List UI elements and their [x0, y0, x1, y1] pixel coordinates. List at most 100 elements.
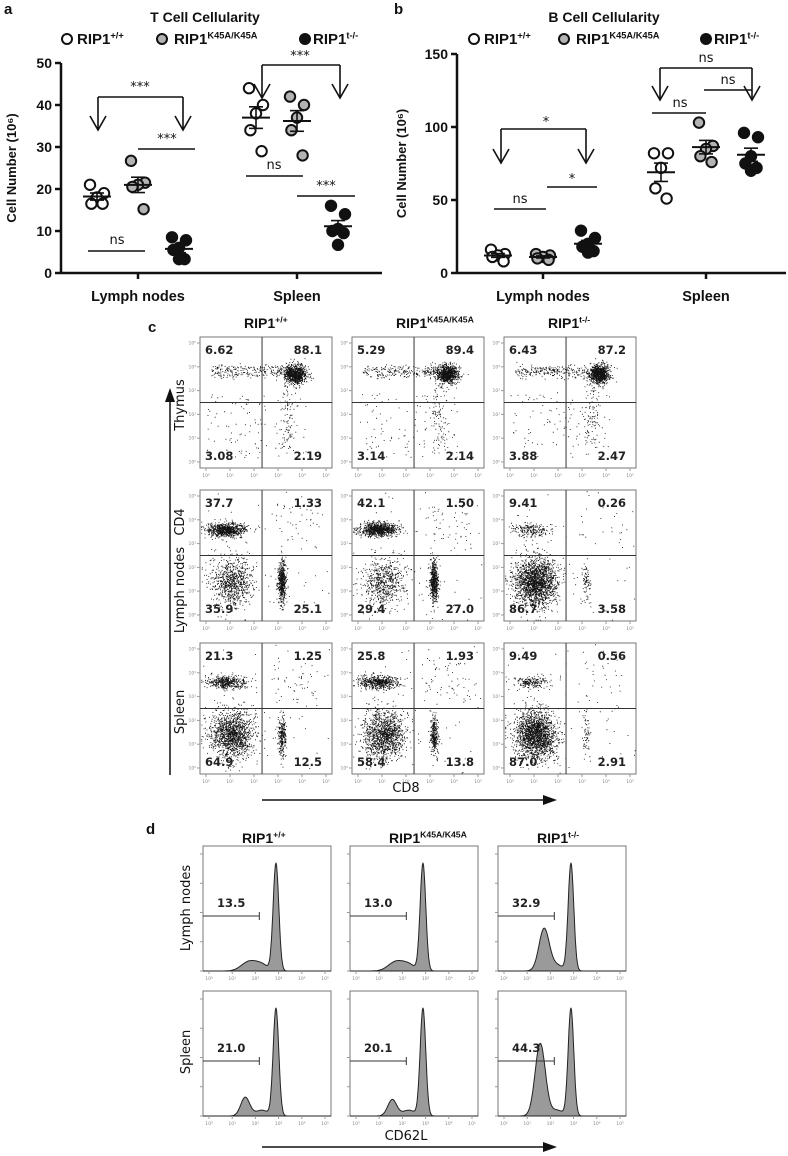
- legend-label-base: RIP1: [313, 31, 346, 48]
- legend-marker: [299, 33, 311, 45]
- quadrant-value: 42.1: [357, 496, 385, 510]
- row-label: Thymus: [173, 379, 188, 432]
- x-tick-label: 10²: [547, 976, 555, 982]
- arrowhead-icon: [174, 115, 192, 132]
- data-point: [744, 164, 758, 178]
- histogram-plot: 32.9 10⁰ 10¹ 10² 10³ 10⁴ 10⁵: [495, 845, 627, 982]
- histogram: [498, 862, 626, 972]
- y-tick-label: 10¹: [188, 742, 196, 748]
- column-header-base: RIP1: [244, 315, 275, 331]
- y-tick-label: 10⁰: [188, 460, 196, 466]
- data-point: [581, 246, 595, 259]
- flow-dots: [360, 361, 469, 458]
- x-tick-label: 10⁴: [602, 779, 610, 785]
- y-tick-label: 50: [36, 55, 52, 71]
- y-tick-label: 10: [36, 223, 52, 239]
- histogram-plot: 13.5 10⁰ 10¹ 10² 10³ 10⁴ 10⁵: [200, 845, 332, 982]
- x-tick-label: 10²: [252, 1121, 260, 1127]
- y-tick-label: 10⁴: [340, 364, 348, 370]
- row-label: Lymph nodes: [173, 547, 188, 633]
- y-tick-label: 0: [440, 265, 448, 281]
- x-tick-label: 10⁴: [298, 1121, 306, 1127]
- y-tick-label: 10¹: [492, 436, 500, 442]
- x-tick-label: 10⁵: [322, 473, 330, 479]
- flow-dots: [510, 358, 618, 458]
- x-tick-label: 10⁵: [321, 976, 329, 982]
- x-tick-label: 10¹: [530, 779, 538, 785]
- data-point: [649, 182, 662, 195]
- x-tick-label: 10³: [578, 473, 586, 479]
- data-point: [660, 192, 673, 205]
- x-tick-label: 10³: [426, 779, 434, 785]
- quadrant-value: 88.1: [294, 343, 322, 357]
- quadrant-value: 27.0: [446, 602, 474, 616]
- x-tick-label: 10⁴: [602, 473, 610, 479]
- y-tick-label: 10⁰: [492, 460, 500, 466]
- x-tick-label: 10⁰: [500, 1121, 508, 1127]
- x-tick-label: 10⁵: [626, 779, 634, 785]
- flow-plot: 9.49 0.56 87.0 2.91 10⁰ 10⁰ 10¹ 10¹ 10² 10² 10³ 10³…: [492, 642, 637, 785]
- significance-label: ns: [109, 233, 124, 248]
- legend-label: RIP1t-/-: [313, 30, 358, 48]
- data-point: [692, 116, 706, 129]
- y-tick-label: 10⁵: [188, 341, 196, 347]
- x-tick-label: 10⁰: [354, 473, 362, 479]
- histogram: [350, 862, 478, 972]
- x-tick-label: 10¹: [378, 626, 386, 632]
- x-tick-label: 10¹: [375, 976, 383, 982]
- legend-label: RIP1+/+: [484, 30, 531, 48]
- quadrant-value: 87.0: [509, 755, 537, 769]
- histogram: [350, 1007, 478, 1117]
- legend-label-sup: +/+: [110, 30, 124, 40]
- quadrant-value: 58.4: [357, 755, 385, 769]
- y-tick-label: 10⁵: [492, 341, 500, 347]
- y-tick-label: 10²: [492, 565, 500, 571]
- quadrant-value: 21.3: [205, 649, 233, 663]
- significance-label: ns: [512, 192, 527, 207]
- y-tick-label: 100: [425, 119, 449, 135]
- gate-value: 13.5: [217, 896, 245, 910]
- column-header-sup: K45A/K45A: [427, 315, 474, 325]
- x-tick-label: 10²: [402, 779, 410, 785]
- x-tick-label: 10¹: [523, 976, 531, 982]
- quadrant-value: 2.19: [294, 449, 322, 463]
- y-tick-label: 10⁰: [188, 613, 196, 619]
- quadrant-value: 1.25: [294, 649, 322, 663]
- data-point: [337, 226, 350, 240]
- data-point: [285, 124, 298, 137]
- data-point: [705, 155, 718, 169]
- flow-dots: [505, 491, 635, 621]
- row-label: Spleen: [179, 1030, 194, 1074]
- x-tick-label: 10²: [250, 473, 258, 479]
- x-tick-label: 10⁰: [202, 779, 210, 785]
- gate-value: 32.9: [512, 896, 540, 910]
- x-tick-label: 10³: [570, 1121, 578, 1127]
- panel-label: a: [4, 1, 13, 18]
- panel-c: c RIP1+/+ RIP1K45A/K45A RIP1t-/-ThymusLymph…: [148, 315, 637, 805]
- legend-label-base: RIP1: [714, 31, 747, 48]
- y-tick-label: 10¹: [340, 742, 348, 748]
- significance-label: ***: [130, 80, 150, 95]
- y-tick-label: 10¹: [188, 589, 196, 595]
- y-tick-label: 40: [36, 97, 52, 113]
- x-tick-label: 10⁵: [474, 779, 482, 785]
- histogram-plot: 13.0 10⁰ 10¹ 10² 10³ 10⁴ 10⁵: [347, 845, 479, 982]
- quadrant-value: 2.47: [598, 449, 626, 463]
- y-tick-label: 10³: [188, 694, 196, 700]
- y-tick-label: 10²: [188, 412, 196, 418]
- x-tick-label: 10¹: [378, 473, 386, 479]
- x-tick-label: 10⁰: [205, 1121, 213, 1127]
- y-tick-label: 10⁴: [340, 517, 348, 523]
- x-tick-label: 10²: [554, 779, 562, 785]
- significance-label: ***: [316, 179, 336, 194]
- flow-dots: [201, 644, 330, 772]
- x-tick-label: 10⁴: [445, 1121, 453, 1127]
- significance-label: ns: [698, 51, 713, 66]
- column-header: RIP1K45A/K45A: [389, 830, 468, 846]
- x-tick-label: 10³: [422, 976, 430, 982]
- plot-frame: [202, 845, 332, 972]
- quadrant-value: 6.43: [509, 343, 537, 357]
- y-tick-label: 10²: [492, 412, 500, 418]
